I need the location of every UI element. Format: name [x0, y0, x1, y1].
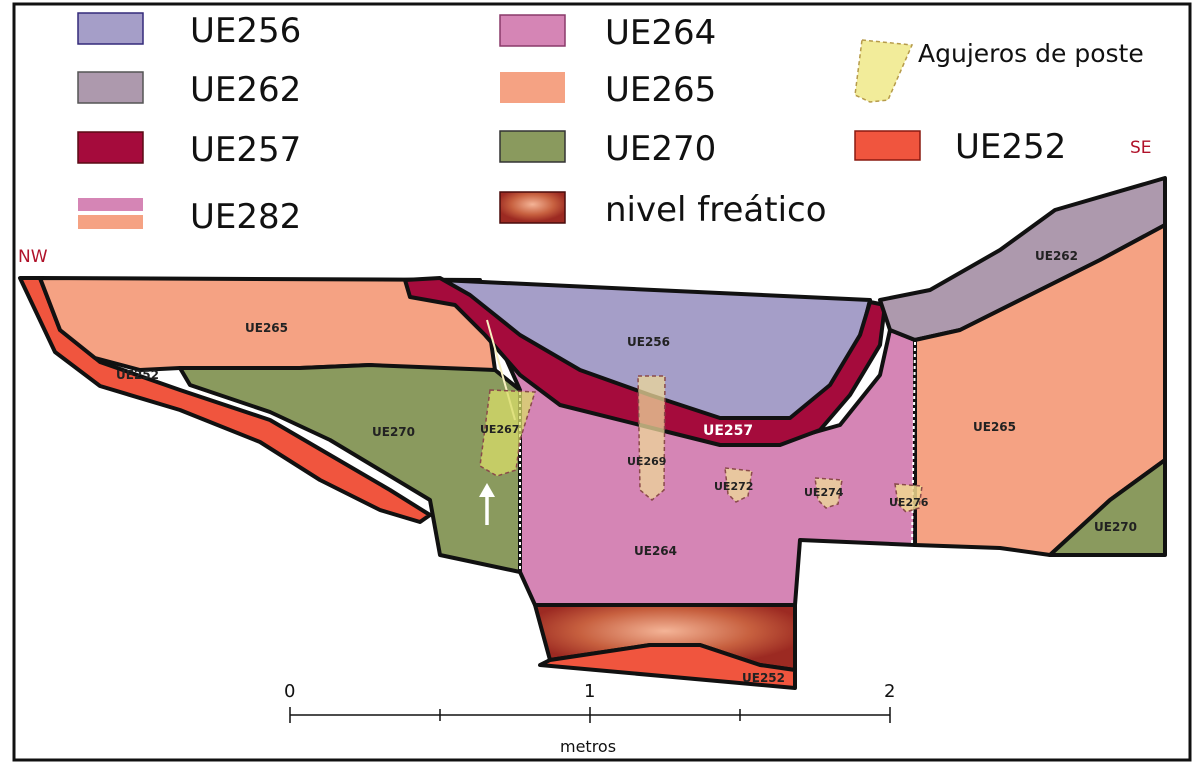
label-ue274: UE274	[804, 486, 844, 499]
scale-unit: metros	[560, 737, 616, 756]
legend-label-ue282: UE282	[190, 197, 301, 237]
legend-label-ue264: UE264	[605, 13, 716, 53]
label-ue265-right: UE265	[973, 420, 1016, 434]
stratum-ue270-right	[1048, 458, 1167, 557]
legend-swatch-ue257	[77, 131, 144, 164]
label-ue267: UE267	[480, 423, 519, 436]
legend-swatch-ue256	[77, 12, 144, 45]
arrow-up-icon	[479, 483, 495, 525]
posthole-ue269	[637, 375, 666, 501]
label-ue270-right: UE270	[1094, 520, 1137, 534]
scale-bar: 0 1 2 metros	[284, 681, 895, 756]
label-ue265-left: UE265	[245, 321, 288, 335]
legend-swatch-ue262	[77, 71, 144, 104]
legend-swatch-ue265	[500, 72, 565, 103]
stratum-ue270-left	[178, 363, 522, 574]
legend-swatch-ue282-bottom	[78, 215, 143, 229]
label-ue252-bottom: UE252	[742, 671, 785, 685]
scale-tick-2: 2	[884, 681, 895, 702]
label-ue270-left: UE270	[372, 425, 415, 439]
scale-tick-0: 0	[284, 681, 295, 702]
scale-tick-1: 1	[584, 681, 595, 702]
legend-swatch-ue270	[499, 130, 566, 163]
orientation-nw: NW	[18, 247, 48, 267]
legend-label-ue265: UE265	[605, 70, 716, 110]
stratum-ue252-bottom	[538, 643, 797, 690]
posthole-ue272	[724, 467, 753, 503]
legend-label-ue252: UE252	[955, 127, 1066, 167]
postholes	[479, 375, 923, 513]
label-ue257: UE257	[703, 423, 753, 439]
legend-label-ue256: UE256	[190, 11, 301, 51]
label-ue262: UE262	[1035, 249, 1078, 263]
orientation-se: SE	[1130, 138, 1152, 158]
frame	[12, 2, 1192, 762]
legend-label-nivel-freatico: nivel freático	[605, 190, 827, 230]
legend-swatch-agujeros	[854, 39, 914, 103]
legend-label-ue257: UE257	[190, 130, 301, 170]
posthole-ue276	[894, 483, 923, 513]
label-ue264: UE264	[634, 544, 677, 558]
posthole-ue267	[479, 389, 537, 477]
posthole-ue274	[814, 477, 843, 509]
legend-label-agujeros: Agujeros de poste	[918, 39, 1144, 68]
label-ue269: UE269	[627, 455, 666, 468]
legend-swatch-ue282-top	[78, 198, 143, 211]
legend-swatch-ue264	[499, 14, 566, 47]
label-ue252-left: UE252	[116, 368, 159, 382]
legend: UE256 UE262 UE257 UE282 UE264 UE265 UE27…	[77, 11, 1144, 237]
label-ue276: UE276	[889, 496, 929, 509]
legend-label-ue270: UE270	[605, 129, 716, 169]
legend-swatch-ue252	[854, 130, 921, 161]
legend-swatch-nivel-freatico	[499, 191, 566, 224]
label-ue256: UE256	[627, 335, 670, 349]
label-ue272: UE272	[714, 480, 753, 493]
legend-label-ue262: UE262	[190, 70, 301, 110]
ue282-boundary-right	[911, 341, 916, 546]
